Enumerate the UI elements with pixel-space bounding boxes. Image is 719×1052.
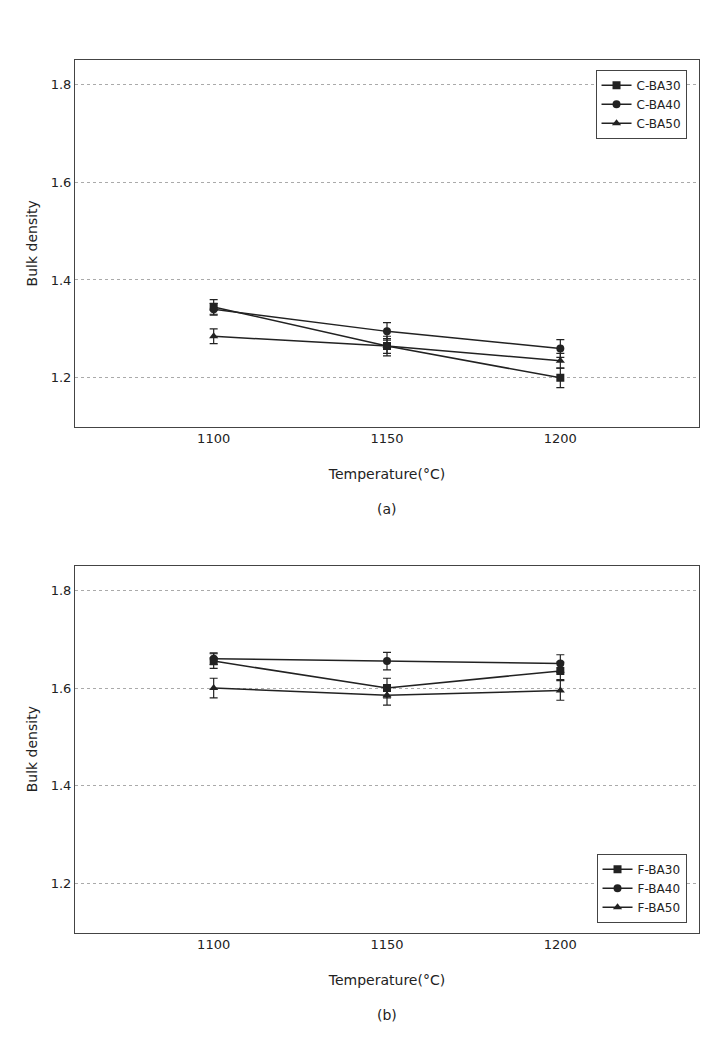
svg-text:1.8: 1.8: [51, 583, 72, 598]
svg-text:1150: 1150: [370, 937, 403, 952]
svg-text:1.4: 1.4: [51, 778, 72, 793]
svg-text:F-BA50: F-BA50: [638, 901, 681, 915]
svg-text:1100: 1100: [197, 937, 230, 952]
svg-text:C-BA50: C-BA50: [637, 117, 681, 131]
svg-text:1200: 1200: [544, 937, 577, 952]
svg-text:1.8: 1.8: [51, 77, 72, 92]
svg-text:Bulk density: Bulk density: [24, 200, 40, 286]
svg-text:1150: 1150: [370, 431, 403, 446]
svg-text:F-BA40: F-BA40: [638, 882, 681, 896]
svg-text:C-BA30: C-BA30: [637, 79, 681, 93]
svg-text:1.6: 1.6: [51, 681, 72, 696]
svg-text:Temperature(°C): Temperature(°C): [328, 972, 445, 988]
svg-text:1.2: 1.2: [51, 370, 72, 385]
svg-text:F-BA30: F-BA30: [638, 863, 681, 877]
svg-text:C-BA40: C-BA40: [637, 98, 681, 112]
svg-text:Temperature(°C): Temperature(°C): [328, 466, 445, 482]
svg-text:1.4: 1.4: [51, 273, 72, 288]
svg-text:(b): (b): [377, 1007, 397, 1023]
svg-text:1.6: 1.6: [51, 175, 72, 190]
svg-text:1200: 1200: [544, 431, 577, 446]
svg-text:(a): (a): [377, 501, 397, 517]
svg-text:1100: 1100: [197, 431, 230, 446]
svg-text:1.2: 1.2: [51, 876, 72, 891]
svg-text:Bulk density: Bulk density: [24, 706, 40, 792]
